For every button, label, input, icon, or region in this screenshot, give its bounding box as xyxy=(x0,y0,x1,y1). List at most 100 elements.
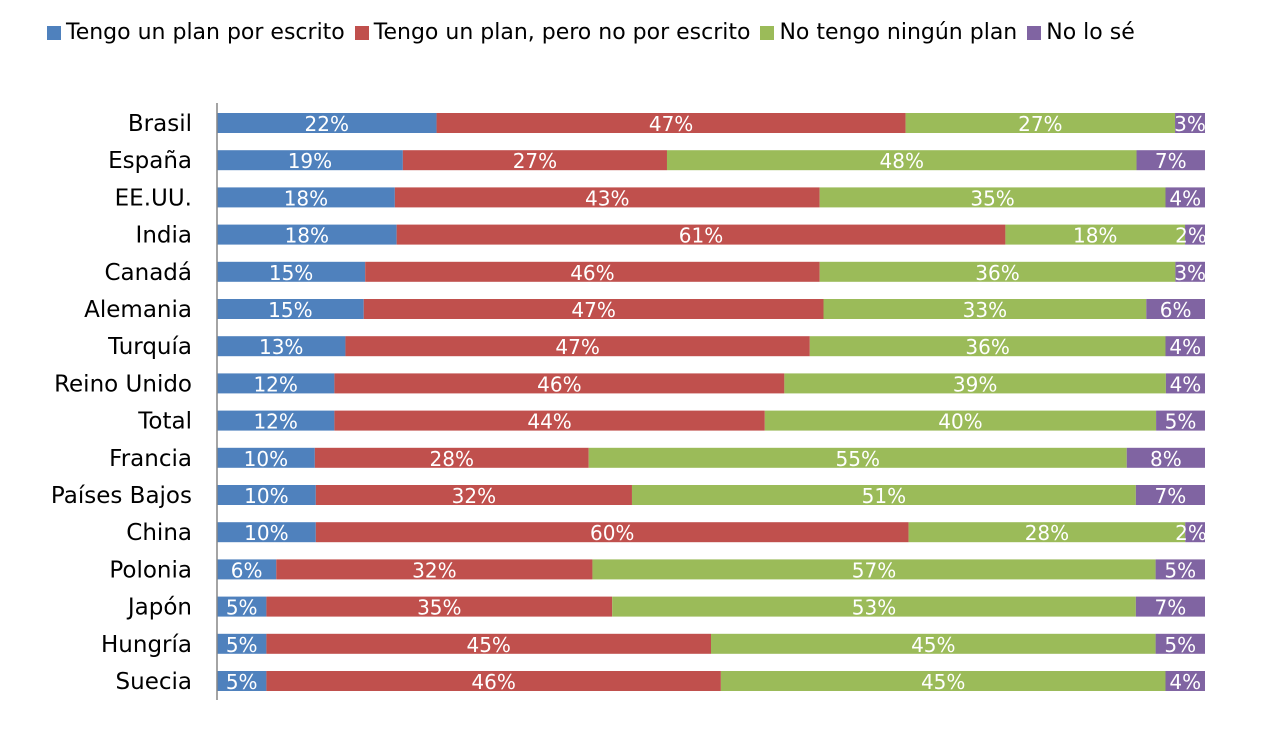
data-label: 45% xyxy=(466,633,510,657)
data-label: 57% xyxy=(852,558,896,582)
legend-label: Tengo un plan, pero no por escrito xyxy=(373,20,751,45)
data-label: 6% xyxy=(1160,298,1192,322)
bar-segment xyxy=(819,187,1166,208)
bar-segment xyxy=(666,150,1137,171)
data-label: 47% xyxy=(555,335,599,359)
legend-swatch xyxy=(760,25,775,40)
category-label: India xyxy=(136,223,192,249)
data-label: 4% xyxy=(1169,335,1201,359)
data-label: 33% xyxy=(963,298,1007,322)
bar-segment xyxy=(217,336,346,357)
data-label: 55% xyxy=(836,447,880,471)
bar-segment xyxy=(819,261,1176,282)
data-label: 46% xyxy=(537,372,581,396)
data-label: 40% xyxy=(938,410,982,434)
legend-swatch xyxy=(47,25,61,40)
bar-segment xyxy=(345,336,810,357)
legend-swatch xyxy=(354,25,369,40)
bar-segment xyxy=(1135,596,1205,617)
bar-segment xyxy=(217,671,267,691)
legend-item: No tengo ningún plan xyxy=(760,20,1017,45)
data-label: 3% xyxy=(1174,112,1206,136)
bar-segment xyxy=(1155,633,1205,654)
category-label: Hungría xyxy=(101,632,192,658)
bar-segment xyxy=(720,671,1166,691)
category-label: España xyxy=(108,148,192,174)
bar-segment xyxy=(334,373,785,394)
bar-segment xyxy=(823,299,1147,319)
data-label: 46% xyxy=(570,261,614,285)
legend-item: Tengo un plan, pero no por escrito xyxy=(354,20,751,45)
legend-item: Tengo un plan por escrito xyxy=(47,20,345,45)
data-label: 5% xyxy=(1164,633,1196,657)
data-label: 18% xyxy=(284,186,328,210)
bar-segment xyxy=(217,150,403,171)
bar-segment xyxy=(1185,224,1205,245)
data-label: 18% xyxy=(285,224,329,248)
category-label: Brasil xyxy=(128,111,192,137)
legend-label: Tengo un plan por escrito xyxy=(66,20,345,45)
bar-segment xyxy=(217,485,316,505)
bar-segment xyxy=(1135,485,1205,505)
data-label: 8% xyxy=(1150,447,1182,471)
bar-segment xyxy=(217,373,335,394)
bar-segment xyxy=(1155,559,1205,580)
data-label: 32% xyxy=(412,558,456,582)
bar-segment xyxy=(266,633,711,654)
bar-segment xyxy=(1175,261,1205,282)
legend-swatch xyxy=(1027,25,1042,40)
data-label: 47% xyxy=(571,298,615,322)
data-label: 12% xyxy=(253,410,297,434)
bar-segment xyxy=(1136,150,1205,171)
bar-segment xyxy=(1175,113,1205,133)
data-label: 13% xyxy=(259,335,303,359)
data-label: 39% xyxy=(953,372,997,396)
data-label: 2% xyxy=(1175,224,1207,248)
data-label: 4% xyxy=(1169,670,1201,694)
data-label: 45% xyxy=(921,670,965,694)
data-label: 35% xyxy=(970,186,1014,210)
data-label: 45% xyxy=(911,633,955,657)
data-label: 35% xyxy=(417,596,461,620)
bar-segment xyxy=(314,447,589,468)
bar-segment xyxy=(217,224,397,245)
data-label: 7% xyxy=(1155,149,1187,173)
legend-item: No lo sé xyxy=(1027,20,1135,45)
category-label: Japón xyxy=(126,595,192,621)
data-label: 27% xyxy=(1018,112,1062,136)
data-label: 18% xyxy=(1073,224,1117,248)
bar-segment xyxy=(217,596,267,617)
data-label: 7% xyxy=(1155,484,1187,508)
bar-segment xyxy=(711,633,1156,654)
category-label: Turquía xyxy=(107,334,192,360)
category-label: Alemania xyxy=(84,297,192,323)
data-label: 43% xyxy=(585,186,629,210)
data-label: 5% xyxy=(1164,558,1196,582)
data-label: 7% xyxy=(1155,596,1187,620)
data-label: 28% xyxy=(430,447,474,471)
bar-segment xyxy=(217,410,335,431)
data-label: 5% xyxy=(226,596,258,620)
category-label: EE.UU. xyxy=(115,185,192,211)
data-label: 5% xyxy=(226,633,258,657)
data-label: 10% xyxy=(244,447,288,471)
bar-segment xyxy=(436,113,906,133)
bar-segment xyxy=(1185,522,1205,543)
bar-segment xyxy=(1126,447,1205,468)
bar-segment xyxy=(217,113,437,133)
bar-segment xyxy=(396,224,1006,245)
bar-segment xyxy=(764,410,1157,431)
bar-segment xyxy=(394,187,820,208)
category-label: Países Bajos xyxy=(51,483,192,509)
bar-segment xyxy=(217,559,277,580)
data-label: 12% xyxy=(253,372,297,396)
bar-segment xyxy=(1165,187,1205,208)
bar-segment xyxy=(217,299,364,319)
bar-segment xyxy=(612,596,1136,617)
category-label: Total xyxy=(137,409,192,435)
data-label: 47% xyxy=(649,112,693,136)
data-label: 51% xyxy=(862,484,906,508)
legend-label: No lo sé xyxy=(1046,20,1135,45)
bar-segment xyxy=(217,522,316,543)
